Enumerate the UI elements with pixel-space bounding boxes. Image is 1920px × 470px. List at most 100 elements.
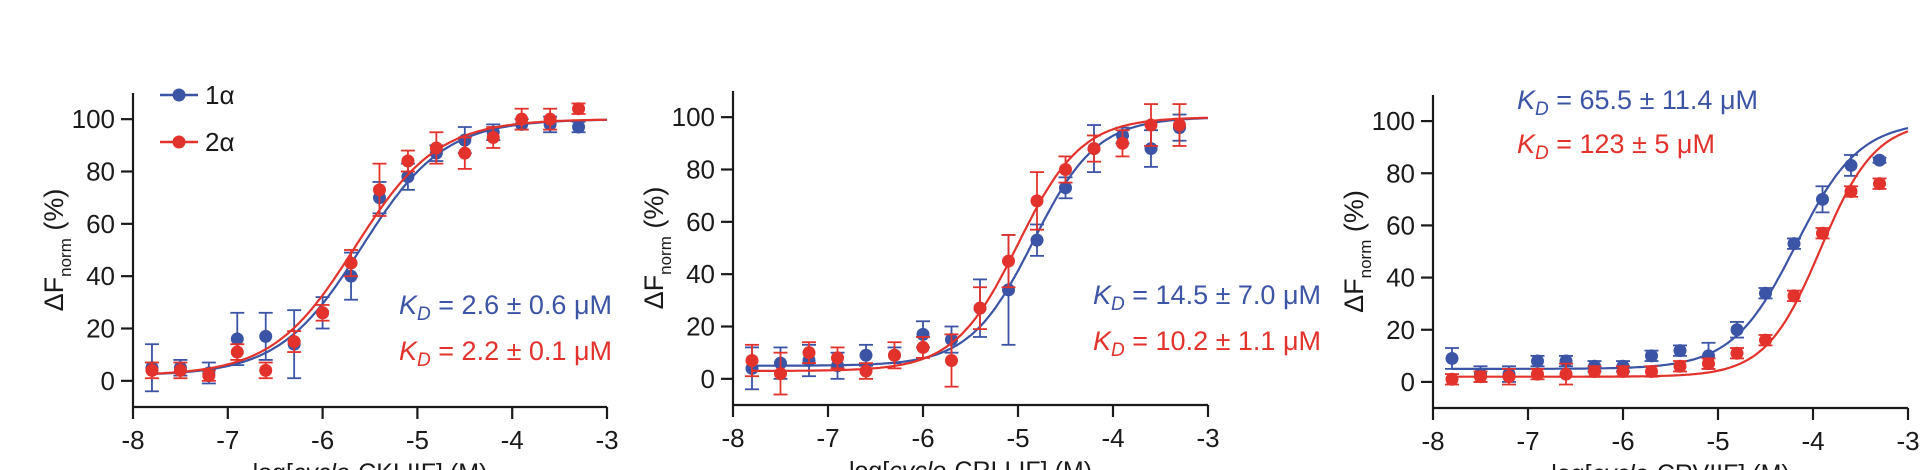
data-point (1844, 158, 1858, 172)
data-point (1844, 185, 1858, 199)
data-point (173, 363, 187, 377)
x-tick-label: -3 (1196, 423, 1219, 453)
data-point (259, 329, 273, 343)
data-point (888, 348, 901, 362)
data-point (372, 183, 386, 197)
y-tick-label: 20 (686, 312, 715, 342)
data-point (1645, 349, 1658, 363)
chart-panel-1: -8 -7 -6 -5 -4 -3 0 20 40 60 80 100 log[cyclo-CKLIIF… (39, 80, 619, 470)
x-tick-label: -4 (1801, 426, 1824, 456)
data-point (1559, 367, 1573, 381)
data-point (1702, 357, 1715, 371)
kd-annotation: KD = 2.6 ± 0.6 μM (399, 290, 612, 325)
fit-curve-2α (1452, 130, 1909, 378)
x-tick-label: -7 (1516, 426, 1539, 456)
kd-annotation: KD = 123 ± 5 μM (1517, 129, 1715, 164)
data-point (1787, 289, 1801, 303)
data-point (745, 354, 759, 368)
y-tick-label: 60 (1386, 210, 1415, 240)
data-point (401, 154, 415, 168)
y-tick-label: 100 (72, 104, 115, 134)
kd-annotation: KD = 10.2 ± 1.1 μM (1093, 326, 1321, 361)
data-point (1030, 194, 1044, 208)
y-tick-label: 0 (101, 366, 115, 396)
y-tick-label: 100 (672, 102, 715, 132)
y-axis-label: ΔFnorm (%) (39, 189, 75, 312)
data-point (831, 351, 844, 365)
kd-annotation: KD = 2.2 ± 0.1 μM (399, 336, 612, 371)
data-point (1816, 226, 1829, 240)
data-point (259, 363, 273, 377)
x-tick-label: -4 (501, 425, 524, 455)
data-point (1730, 346, 1744, 360)
x-tick-label: -3 (1896, 426, 1919, 456)
data-point (1002, 254, 1015, 268)
x-tick-label: -6 (911, 423, 934, 453)
y-axis-label: ΔFnorm (%) (639, 187, 675, 310)
data-point (1730, 323, 1744, 337)
x-tick-label: -7 (216, 425, 239, 455)
data-point (572, 120, 586, 134)
data-point (1059, 163, 1072, 176)
data-point (1173, 118, 1186, 132)
data-point (1445, 351, 1459, 365)
data-point (429, 141, 443, 155)
fit-curve-1α (1452, 127, 1909, 370)
x-axis-label: log[cyclo-CRVIIF] (M) (1551, 460, 1789, 470)
data-point (1673, 359, 1687, 373)
data-point (1616, 364, 1630, 378)
data-point (1588, 364, 1601, 378)
data-point (1030, 233, 1044, 247)
data-point (973, 301, 987, 315)
legend-marker (172, 135, 186, 149)
y-tick-label: 20 (1386, 315, 1415, 345)
data-point (572, 102, 586, 116)
y-tick-label: 100 (1372, 106, 1415, 136)
y-tick-label: 60 (86, 209, 115, 239)
data-point (1673, 344, 1687, 358)
data-point (1445, 372, 1459, 386)
chart-panel-3: -8 -7 -6 -5 -4 -3 0 20 40 60 80 100 log[cyclo-CRVIIF… (1339, 85, 1920, 470)
data-point (1873, 153, 1886, 167)
y-tick-label: 20 (86, 314, 115, 344)
data-point (287, 335, 301, 349)
data-point (145, 363, 159, 377)
x-tick-label: -7 (816, 423, 839, 453)
x-tick-label: -8 (1421, 426, 1444, 456)
y-tick-label: 40 (86, 261, 115, 291)
data-point (515, 112, 529, 126)
legend-marker (172, 88, 186, 102)
data-point (401, 170, 415, 184)
data-point (1531, 354, 1544, 368)
data-point (543, 112, 557, 126)
data-point (1645, 364, 1658, 378)
y-tick-label: 40 (686, 259, 715, 289)
chart-panel-2: -8 -7 -6 -5 -4 -3 0 20 40 60 80 100 log[cyclo-CRLLIF… (639, 91, 1321, 470)
kd-annotation: KD = 14.5 ± 7.0 μM (1093, 280, 1321, 315)
data-point (230, 332, 244, 346)
legend-label: 2α (205, 127, 235, 157)
data-point (802, 346, 816, 360)
x-tick-label: -5 (1706, 426, 1729, 456)
data-point (1787, 237, 1801, 251)
x-axis-label: log[cyclo-CRLLIF] (M) (849, 457, 1092, 470)
data-point (1502, 370, 1516, 384)
data-point (458, 146, 472, 160)
y-tick-label: 80 (1386, 158, 1415, 188)
kd-annotation: KD = 65.5 ± 11.4 μM (1517, 85, 1758, 120)
y-tick-label: 80 (686, 155, 715, 185)
x-tick-label: -8 (721, 423, 744, 453)
x-tick-label: -3 (595, 425, 618, 455)
legend-label: 1α (205, 80, 235, 110)
data-point (859, 364, 873, 378)
data-point (1144, 118, 1158, 132)
x-axis-label: log[cyclo-CKLIIF] (M) (253, 459, 488, 470)
data-point (1873, 177, 1886, 191)
data-point (344, 256, 358, 270)
y-axis-label: ΔFnorm (%) (1339, 190, 1375, 313)
data-point (1816, 192, 1829, 206)
data-point (916, 340, 930, 354)
data-point (1474, 370, 1487, 384)
y-tick-label: 60 (686, 207, 715, 237)
data-point (1059, 181, 1072, 195)
